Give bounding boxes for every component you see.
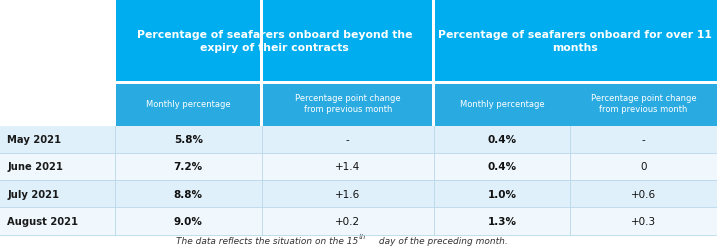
Text: -: - [642, 135, 645, 145]
Text: August 2021: August 2021 [7, 216, 78, 226]
Text: 8.8%: 8.8% [174, 189, 203, 199]
Text: July 2021: July 2021 [7, 189, 60, 199]
Bar [432, 0, 436, 82]
Text: +0.2: +0.2 [335, 216, 361, 226]
Text: 0: 0 [640, 162, 647, 172]
Bar [0, 153, 717, 180]
Text: 7.2%: 7.2% [174, 162, 203, 172]
Text: 1.3%: 1.3% [488, 216, 516, 226]
Text: Percentage of seafarers onboard for over 11
months: Percentage of seafarers onboard for over… [439, 29, 712, 52]
Bar [260, 0, 263, 126]
Text: +1.4: +1.4 [335, 162, 361, 172]
Text: Percentage point change
from previous month: Percentage point change from previous mo… [591, 94, 696, 114]
Text: 0.4%: 0.4% [488, 135, 516, 145]
Text: +1.6: +1.6 [335, 189, 361, 199]
Bar [113, 0, 116, 126]
Text: 5.8%: 5.8% [174, 135, 203, 145]
Text: +0.3: +0.3 [631, 216, 656, 226]
Bar [434, 82, 570, 126]
Text: 9.0%: 9.0% [174, 216, 203, 226]
Bar [115, 82, 717, 85]
Bar [115, 82, 262, 126]
Bar [0, 126, 717, 153]
Bar [432, 0, 435, 126]
Text: Monthly percentage: Monthly percentage [460, 100, 544, 108]
Bar [570, 82, 717, 126]
Text: The data reflects the situation on the 15: The data reflects the situation on the 1… [176, 236, 358, 245]
Text: -: - [346, 135, 350, 145]
Bar [0, 208, 717, 235]
Text: Percentage point change
from previous month: Percentage point change from previous mo… [295, 94, 401, 114]
Text: June 2021: June 2021 [7, 162, 63, 172]
Text: +0.6: +0.6 [631, 189, 656, 199]
Text: May 2021: May 2021 [7, 135, 61, 145]
Bar [262, 82, 434, 126]
Bar [0, 180, 717, 208]
Text: 1.0%: 1.0% [488, 189, 516, 199]
Bar [434, 0, 717, 82]
Text: day of the preceding month.: day of the preceding month. [376, 236, 508, 245]
Text: Percentage of seafarers onboard beyond the
expiry of their contracts: Percentage of seafarers onboard beyond t… [136, 29, 412, 52]
Text: th: th [358, 233, 366, 239]
Bar [0, 0, 115, 82]
Text: 0.4%: 0.4% [488, 162, 516, 172]
Bar [0, 82, 115, 126]
Bar [115, 0, 434, 82]
Text: Monthly percentage: Monthly percentage [146, 100, 231, 108]
